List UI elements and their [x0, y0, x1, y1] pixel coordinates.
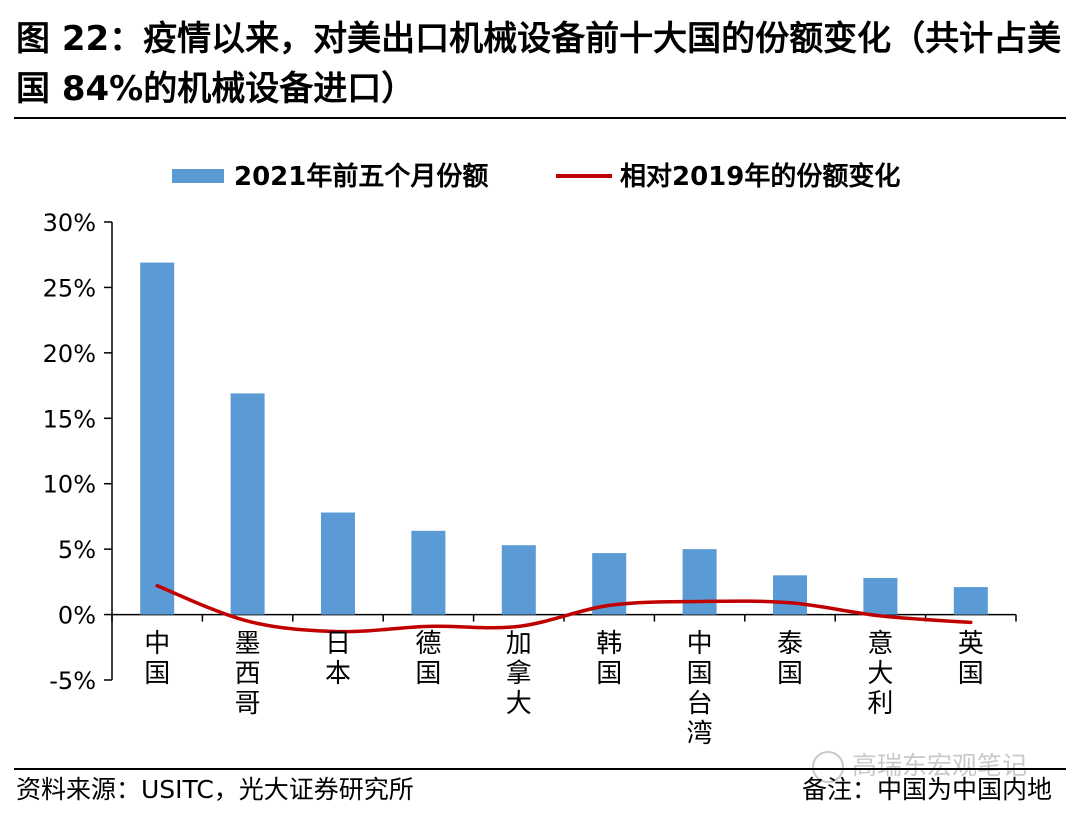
legend-bar-swatch: [172, 169, 224, 183]
chart: 2021年前五个月份额 相对2019年的份额变化 30% 25% 20% 15% 10% 5…: [43, 161, 1017, 749]
legend-line-label: 相对2019年的份额变化: [620, 161, 900, 192]
x-tick-label: 中国台湾: [687, 629, 713, 749]
x-tick-label: 英国: [958, 629, 984, 689]
note-text: 备注：中国为中国内地: [801, 775, 1052, 804]
y-tick-label: 20%: [43, 340, 96, 368]
chart-title: 图 22：疫情以来，对美出口机械设备前十大国的份额变化（共计占美国 84%的机械…: [16, 19, 1062, 109]
x-tick-label: 意大利: [867, 629, 893, 719]
bar: [682, 549, 717, 615]
bar: [411, 530, 446, 615]
bar: [863, 577, 898, 615]
x-tick-label: 德国: [415, 629, 441, 689]
wechat-icon: [812, 751, 844, 783]
legend-bar-label: 2021年前五个月份额: [234, 161, 488, 192]
series-line: [155, 584, 973, 634]
x-tick-labels: 中国 墨西哥 日本 德国 加拿大 韩国 中国台湾 泰国 意大利 英国: [144, 629, 984, 749]
bars: [140, 262, 988, 615]
footer-divider: [14, 768, 1066, 770]
watermark: 高瑞东宏观笔记: [812, 748, 1027, 784]
y-tick-label: 10%: [43, 471, 96, 499]
watermark-text: 高瑞东宏观笔记: [852, 751, 1028, 780]
bar: [501, 545, 536, 615]
line-series: [155, 584, 973, 634]
bar: [230, 393, 265, 615]
y-tick-label: 15%: [43, 405, 96, 433]
title-divider: [14, 117, 1066, 119]
y-tick-label: 0%: [58, 602, 96, 630]
bar: [140, 262, 175, 615]
x-tick-label: 中国: [144, 629, 170, 689]
x-tick-label: 加拿大: [506, 629, 532, 719]
y-tick-label: 5%: [58, 536, 96, 564]
legend: 2021年前五个月份额 相对2019年的份额变化: [172, 161, 900, 192]
x-tick-label: 日本: [325, 629, 351, 689]
y-tick-label: 30%: [43, 209, 96, 237]
bar: [953, 587, 988, 615]
axes: 30% 25% 20% 15% 10% 5% 0% -5%: [43, 209, 1017, 695]
y-tick-label: -5%: [49, 667, 96, 695]
bar: [773, 575, 807, 615]
x-tick-label: 墨西哥: [235, 629, 261, 719]
x-tick-label: 泰国: [777, 629, 803, 689]
y-tick-label: 25%: [43, 274, 96, 302]
x-tick-label: 韩国: [596, 629, 622, 689]
source-text: 资料来源：USITC，光大证券研究所: [16, 775, 414, 804]
bar: [321, 512, 355, 615]
